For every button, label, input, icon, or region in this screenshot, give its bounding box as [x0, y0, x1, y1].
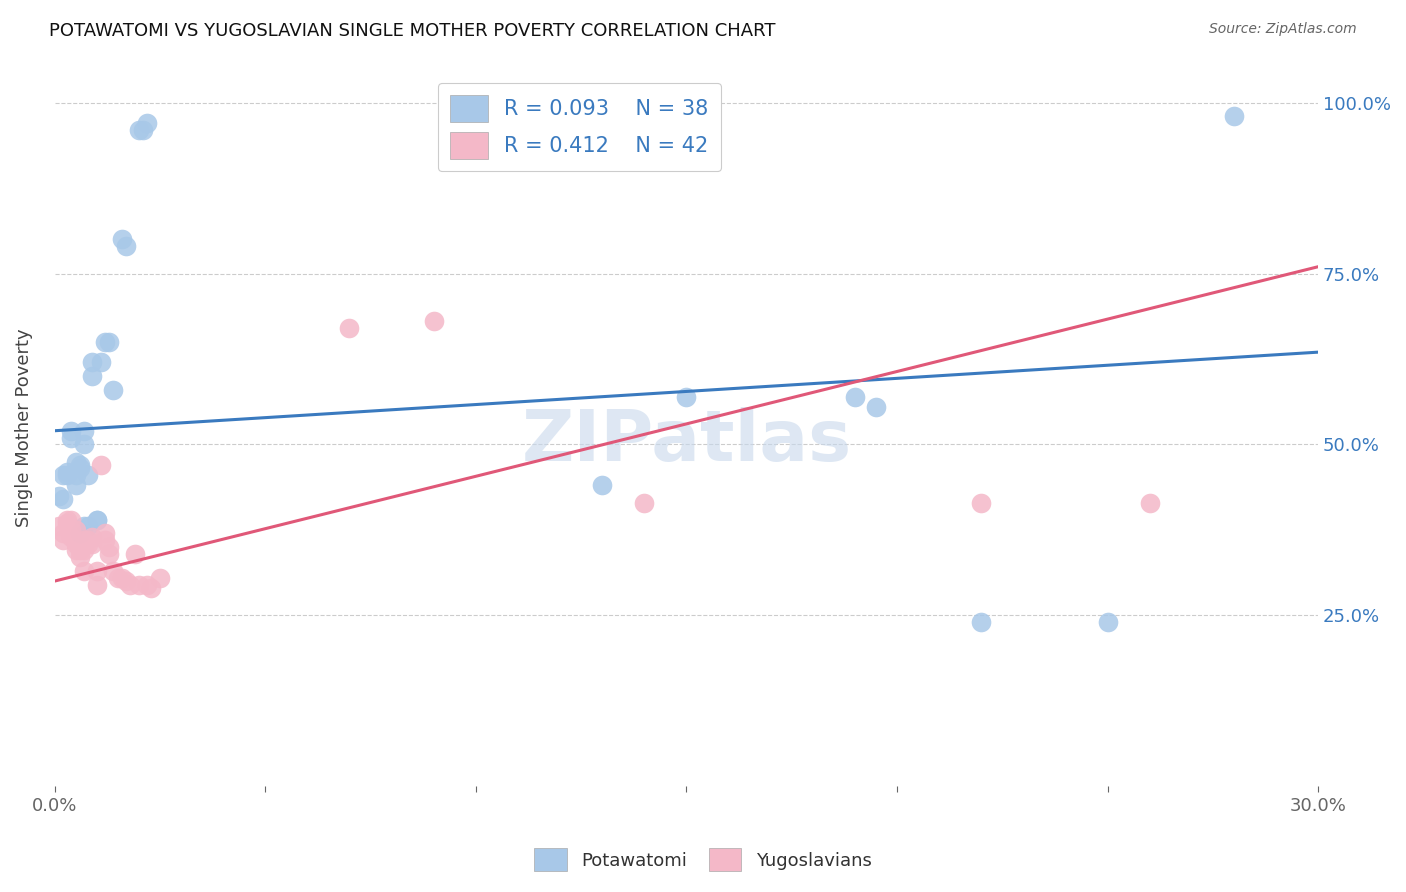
Point — [82, 355, 104, 369]
Point — [65, 543, 87, 558]
Point — [60, 424, 83, 438]
Point — [48, 519, 70, 533]
Point — [52, 468, 75, 483]
Y-axis label: Single Mother Poverty: Single Mother Poverty — [15, 328, 32, 526]
Text: ZIPatlas: ZIPatlas — [522, 407, 852, 476]
Point — [52, 533, 75, 547]
Point — [60, 431, 83, 445]
Point — [591, 478, 613, 492]
Point — [90, 458, 112, 472]
Point — [865, 400, 887, 414]
Point — [69, 526, 91, 541]
Point — [69, 461, 91, 475]
Point — [1097, 615, 1119, 629]
Point — [970, 495, 993, 509]
Point — [82, 530, 104, 544]
Point — [73, 519, 96, 533]
Point — [56, 468, 79, 483]
Point — [675, 390, 697, 404]
Point — [94, 533, 117, 547]
Point — [103, 564, 125, 578]
Point — [111, 232, 134, 246]
Point — [52, 492, 75, 507]
Point — [633, 495, 655, 509]
Point — [65, 523, 87, 537]
Text: POTAWATOMI VS YUGOSLAVIAN SINGLE MOTHER POVERTY CORRELATION CHART: POTAWATOMI VS YUGOSLAVIAN SINGLE MOTHER … — [49, 22, 776, 40]
Point — [98, 334, 121, 349]
Point — [1139, 495, 1161, 509]
Point — [82, 536, 104, 550]
Point — [73, 564, 96, 578]
Point — [124, 547, 146, 561]
Point — [73, 543, 96, 558]
Point — [86, 513, 108, 527]
Point — [337, 321, 360, 335]
Point — [107, 571, 129, 585]
Point — [120, 577, 142, 591]
Point — [77, 468, 100, 483]
Legend: Potawatomi, Yugoslavians: Potawatomi, Yugoslavians — [527, 841, 879, 879]
Point — [98, 547, 121, 561]
Point — [94, 526, 117, 541]
Point — [141, 581, 163, 595]
Point — [56, 513, 79, 527]
Legend: R = 0.093    N = 38, R = 0.412    N = 42: R = 0.093 N = 38, R = 0.412 N = 42 — [437, 83, 721, 171]
Point — [115, 574, 138, 588]
Point — [115, 239, 138, 253]
Point — [149, 571, 172, 585]
Point — [844, 390, 866, 404]
Point — [103, 383, 125, 397]
Point — [94, 334, 117, 349]
Point — [73, 533, 96, 547]
Point — [73, 424, 96, 438]
Point — [86, 577, 108, 591]
Point — [90, 355, 112, 369]
Point — [86, 513, 108, 527]
Point — [60, 513, 83, 527]
Point — [48, 489, 70, 503]
Point — [65, 454, 87, 468]
Point — [69, 550, 91, 565]
Point — [69, 458, 91, 472]
Point — [970, 615, 993, 629]
Point — [111, 571, 134, 585]
Point — [98, 540, 121, 554]
Point — [128, 577, 150, 591]
Text: Source: ZipAtlas.com: Source: ZipAtlas.com — [1209, 22, 1357, 37]
Point — [77, 536, 100, 550]
Point — [1223, 109, 1246, 123]
Point — [86, 564, 108, 578]
Point — [128, 123, 150, 137]
Point — [132, 123, 155, 137]
Point — [136, 116, 159, 130]
Point — [60, 523, 83, 537]
Point — [52, 526, 75, 541]
Point — [73, 437, 96, 451]
Point — [69, 543, 91, 558]
Point — [56, 516, 79, 530]
Point — [77, 519, 100, 533]
Point — [422, 314, 444, 328]
Point — [65, 478, 87, 492]
Point — [65, 468, 87, 483]
Point — [82, 369, 104, 384]
Point — [65, 536, 87, 550]
Point — [56, 465, 79, 479]
Point — [136, 577, 159, 591]
Point — [77, 533, 100, 547]
Point — [60, 530, 83, 544]
